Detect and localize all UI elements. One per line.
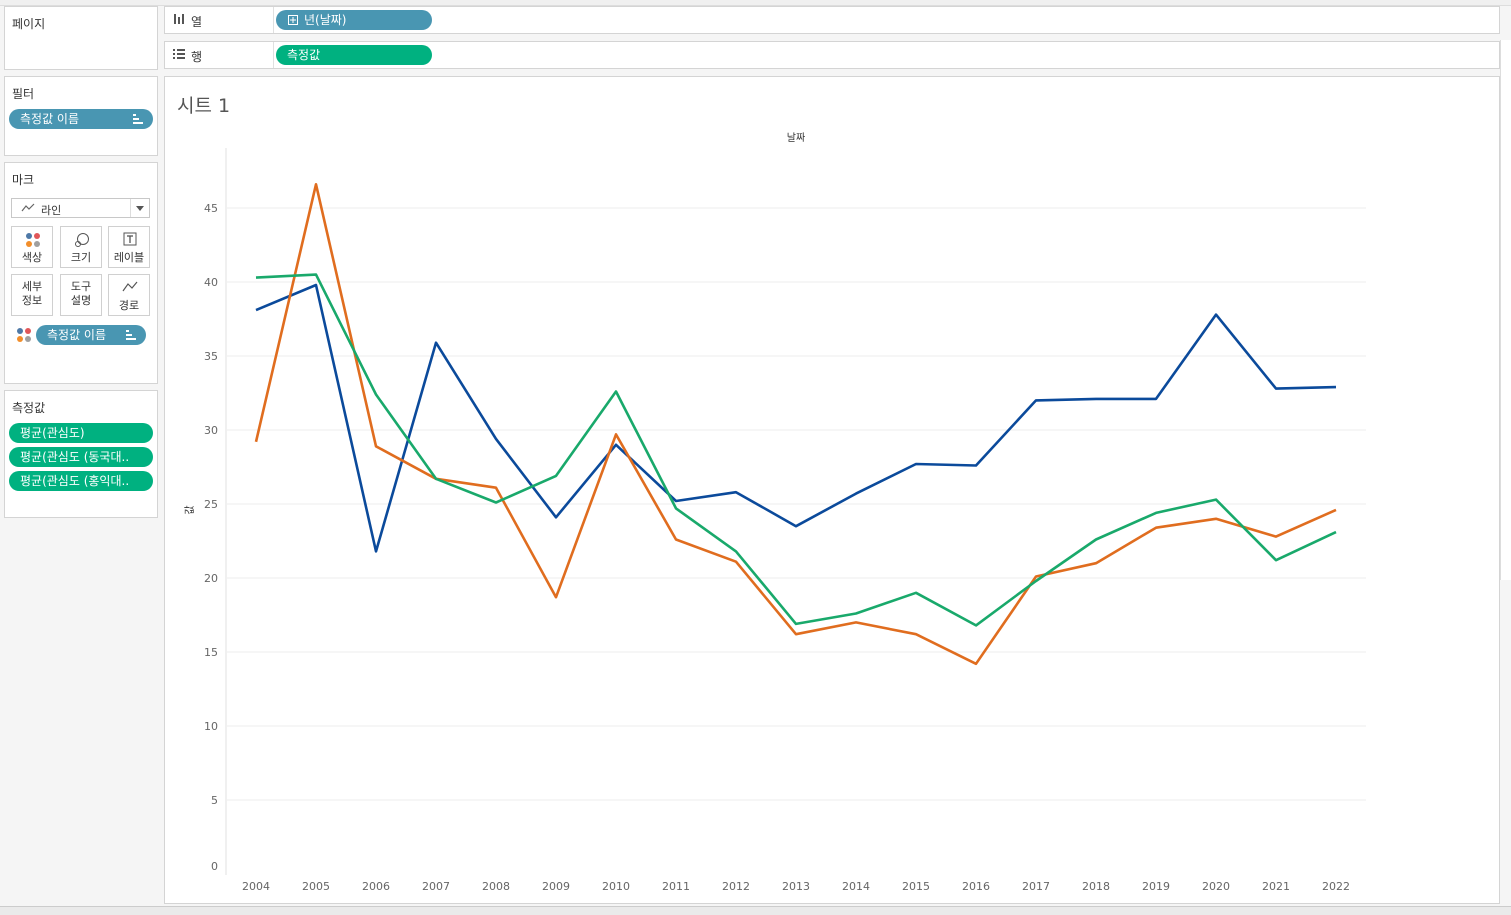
color-pill-label: 측정값 이름 <box>47 328 107 342</box>
chevron-down-icon[interactable] <box>130 199 149 217</box>
marks-panel: 마크 <box>4 162 158 384</box>
color-pill-measure-names[interactable]: 측정값 이름 <box>36 325 146 345</box>
label-label: 레이블 <box>113 251 145 264</box>
columns-pill-year[interactable]: 년(날짜) <box>276 10 432 30</box>
columns-pill-label: 년(날짜) <box>304 13 347 27</box>
filter-pill-label: 측정값 이름 <box>20 112 80 126</box>
size-button[interactable]: 크기 <box>60 226 102 268</box>
vertical-scrollbar[interactable] <box>1500 40 1511 580</box>
top-strip <box>0 0 1511 6</box>
measure-pill-avg-interest[interactable]: 평균(관심도) <box>9 423 153 443</box>
columns-label: 열 <box>191 15 203 29</box>
rows-shelf[interactable]: 행 측정값 <box>164 41 1500 69</box>
text-icon <box>123 232 137 246</box>
path-label: 경로 <box>118 299 140 312</box>
color-label: 색상 <box>21 251 43 264</box>
detail-button[interactable]: 세부 정보 <box>11 274 53 316</box>
measure-label: 평균(관심도 (동국대.. <box>20 450 130 464</box>
bottom-bar <box>0 906 1511 915</box>
detail-label-line2: 정보 <box>21 294 43 307</box>
tooltip-label-line2: 설명 <box>70 294 92 307</box>
line-mark-icon <box>21 203 35 212</box>
rows-label: 행 <box>191 50 203 64</box>
color-icon <box>26 233 40 247</box>
columns-shelf-label: 열 <box>165 7 274 33</box>
measure-label: 평균(관심도) <box>20 426 85 440</box>
path-icon <box>122 281 138 292</box>
color-legend-icon <box>17 328 31 342</box>
filter-pill-measure-names[interactable]: 측정값 이름 <box>9 109 153 129</box>
detail-label-line1: 세부 <box>21 280 43 293</box>
rows-icon <box>173 49 185 59</box>
tooltip-button[interactable]: 도구 설명 <box>60 274 102 316</box>
filters-title: 필터 <box>12 87 35 101</box>
measures-panel: 측정값 평균(관심도) 평균(관심도 (동국대.. 평균(관심도 (홍익대.. <box>4 390 158 518</box>
sort-icon <box>133 114 143 124</box>
filters-panel[interactable]: 필터 측정값 이름 <box>4 76 158 156</box>
color-button[interactable]: 색상 <box>11 226 53 268</box>
mark-type-dropdown[interactable]: 라인 <box>11 198 150 218</box>
marks-title: 마크 <box>12 173 35 187</box>
sheet-title: 시트 1 <box>177 95 231 117</box>
pages-panel[interactable]: 페이지 <box>4 6 158 70</box>
viz-area[interactable]: 시트 1 <box>164 76 1500 904</box>
rows-pill-label: 측정값 <box>287 48 321 62</box>
rows-pill-measure-values[interactable]: 측정값 <box>276 45 432 65</box>
columns-icon <box>174 14 184 24</box>
mark-type-label: 라인 <box>41 204 62 217</box>
size-label: 크기 <box>70 251 92 264</box>
pages-title: 페이지 <box>12 17 46 31</box>
tooltip-label-line1: 도구 <box>70 280 92 293</box>
measure-label: 평균(관심도 (홍익대.. <box>20 474 130 488</box>
measures-title: 측정값 <box>12 401 46 415</box>
size-icon <box>75 233 89 247</box>
measure-pill-hongik[interactable]: 평균(관심도 (홍익대.. <box>9 471 153 491</box>
columns-shelf[interactable]: 열 년(날짜) <box>164 6 1500 34</box>
label-button[interactable]: 레이블 <box>108 226 150 268</box>
path-button[interactable]: 경로 <box>108 274 150 316</box>
measure-pill-dongguk[interactable]: 평균(관심도 (동국대.. <box>9 447 153 467</box>
sort-icon <box>126 330 136 340</box>
rows-shelf-label: 행 <box>165 42 274 68</box>
plus-box-icon <box>288 15 298 25</box>
